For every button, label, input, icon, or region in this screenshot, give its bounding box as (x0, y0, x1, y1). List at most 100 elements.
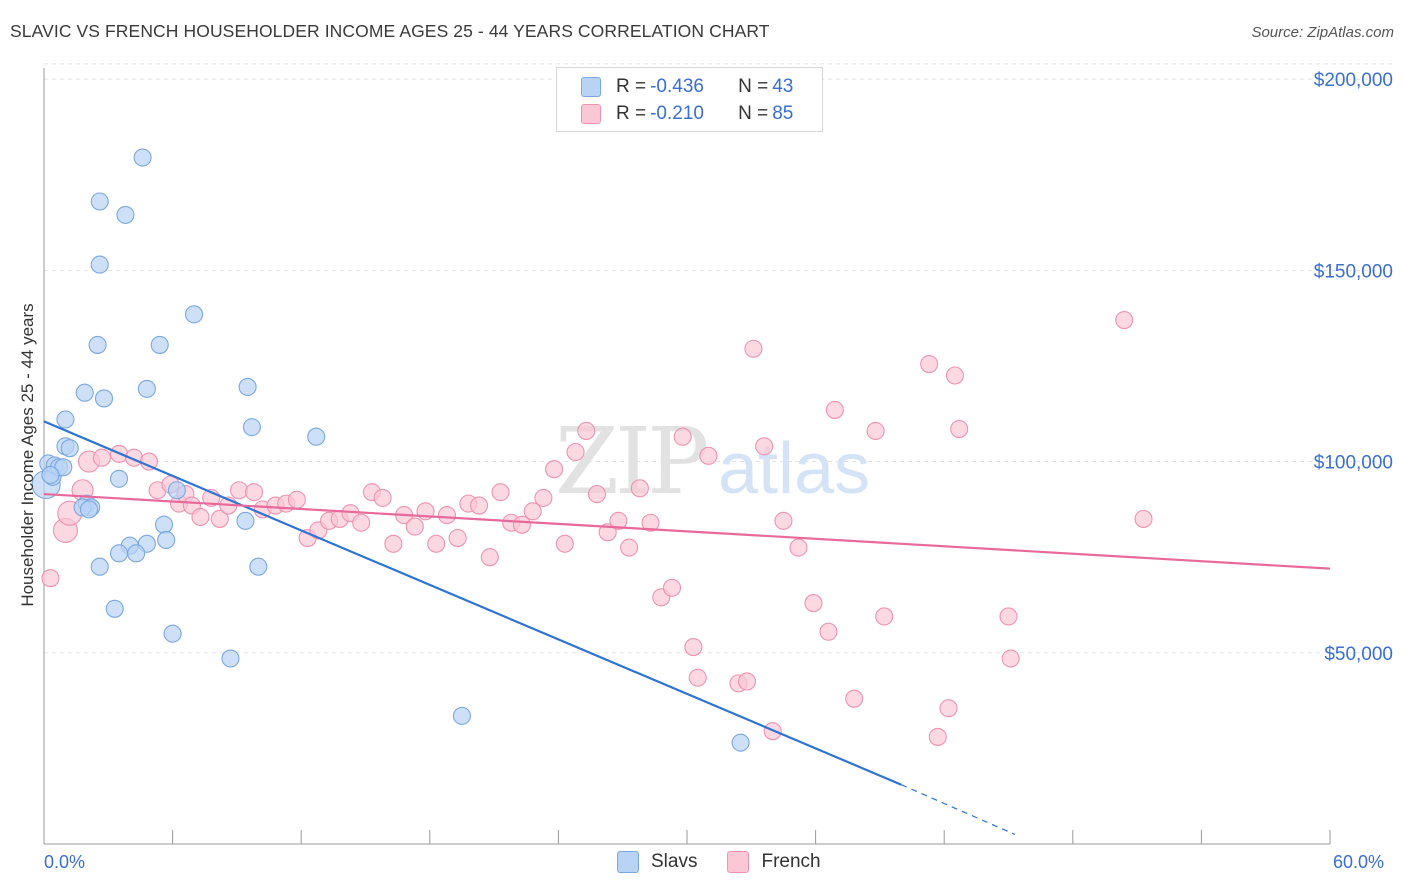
slavs-points (31, 148, 750, 752)
french-point (744, 339, 763, 358)
french-point (825, 400, 844, 419)
y-tick-label: $50,000 (1324, 644, 1393, 665)
french-point (789, 538, 808, 557)
y-tick-label: $200,000 (1314, 70, 1393, 91)
slavs-point (452, 706, 472, 725)
french-point (804, 594, 823, 613)
slavs-point (88, 335, 107, 354)
slavs-point (75, 383, 94, 402)
legend-swatch-french (727, 851, 750, 873)
legend-item-french: French (727, 851, 821, 873)
legend-swatch-french (581, 104, 601, 124)
slavs-point (163, 624, 182, 643)
french-point (920, 354, 939, 374)
x-tick-label-max: 60.0% (1333, 852, 1385, 872)
french-point (512, 515, 532, 534)
slavs-point (150, 335, 169, 354)
french-point (384, 534, 403, 553)
slavs-point (109, 469, 129, 488)
y-tick-label: $150,000 (1314, 261, 1393, 282)
legend-r-value: -0.436 (650, 76, 704, 97)
legend-r-label: R = (616, 76, 647, 97)
french-point (939, 699, 958, 718)
watermark-atlas: atlas (718, 429, 870, 509)
y-tick-labels: $50,000 $100,000 $150,000 $200,000 (1314, 70, 1393, 665)
legend-swatch-slavs (617, 851, 639, 873)
chart-title: SLAVIC VS FRENCH HOUSEHOLDER INCOME AGES… (10, 21, 770, 41)
slavs-point (94, 389, 114, 408)
slavs-point (184, 305, 204, 324)
french-point (945, 366, 964, 385)
slavs-point (127, 544, 146, 563)
french-point (405, 517, 424, 536)
french-point (875, 607, 894, 626)
watermark-zip: ZIP (555, 408, 706, 515)
slavs-trend-extension (901, 784, 1016, 835)
french-point (523, 502, 542, 521)
french-point (774, 511, 793, 530)
watermark: ZIP atlas (555, 408, 870, 515)
french-point (1134, 509, 1153, 528)
french-point (1001, 649, 1020, 668)
y-axis-title: Householder Income Ages 25 - 44 years (18, 303, 37, 607)
french-point (688, 668, 707, 687)
legend-label-french: French (761, 851, 821, 872)
slavs-point (90, 192, 109, 211)
slavs-point (41, 465, 60, 484)
french-point (534, 488, 553, 507)
french-point (210, 509, 229, 528)
slavs-point (236, 511, 255, 530)
slavs-point (137, 379, 156, 398)
source-label: Source: ZipAtlas.com (1251, 24, 1394, 41)
french-point (229, 481, 249, 500)
french-point (555, 534, 574, 553)
slavs-point (154, 515, 174, 534)
trend-lines (43, 420, 1331, 835)
slavs-point (90, 255, 109, 274)
slavs-point (60, 439, 79, 458)
slavs-point (116, 205, 135, 224)
slavs-point (90, 557, 109, 576)
french-point (684, 637, 703, 657)
correlation-legend: R = -0.436 N = 43 R = -0.210 N = 85 (556, 67, 823, 132)
slavs-trend-line (43, 420, 902, 786)
french-point (620, 538, 639, 557)
slavs-point (105, 599, 124, 618)
series-legend: Slavs French (617, 851, 851, 873)
legend-n-value: 85 (772, 103, 794, 124)
french-point (470, 496, 489, 515)
french-point (373, 488, 392, 507)
y-tick-label: $100,000 (1314, 453, 1393, 474)
french-point (1115, 311, 1134, 330)
legend-n-value: 43 (772, 76, 794, 97)
french-point (662, 578, 682, 597)
slavs-point (79, 500, 99, 519)
french-point (999, 607, 1018, 626)
french-point (950, 420, 969, 439)
french-point (699, 446, 718, 465)
gridlines (44, 63, 1395, 654)
french-point (587, 485, 607, 504)
french-trend-line (43, 492, 1331, 570)
french-point (448, 528, 467, 548)
legend-item-slavs: Slavs (617, 851, 697, 873)
french-point (92, 448, 111, 467)
slavs-point (56, 410, 75, 429)
legend-r-label: R = (616, 103, 647, 124)
slavs-point (731, 733, 750, 752)
french-point (641, 513, 660, 532)
french-point (737, 672, 757, 691)
french-point (191, 507, 210, 527)
french-point (566, 442, 585, 462)
legend-row-slavs: R = -0.436 N = 43 (581, 74, 793, 100)
french-point (630, 479, 649, 498)
slavs-point (307, 427, 326, 446)
slavs-point (157, 530, 176, 550)
french-point (437, 506, 456, 525)
legend-n-label: N = (738, 76, 769, 97)
slavs-point (238, 377, 257, 397)
french-point (673, 427, 692, 446)
french-point (41, 569, 60, 588)
french-point (577, 421, 596, 441)
